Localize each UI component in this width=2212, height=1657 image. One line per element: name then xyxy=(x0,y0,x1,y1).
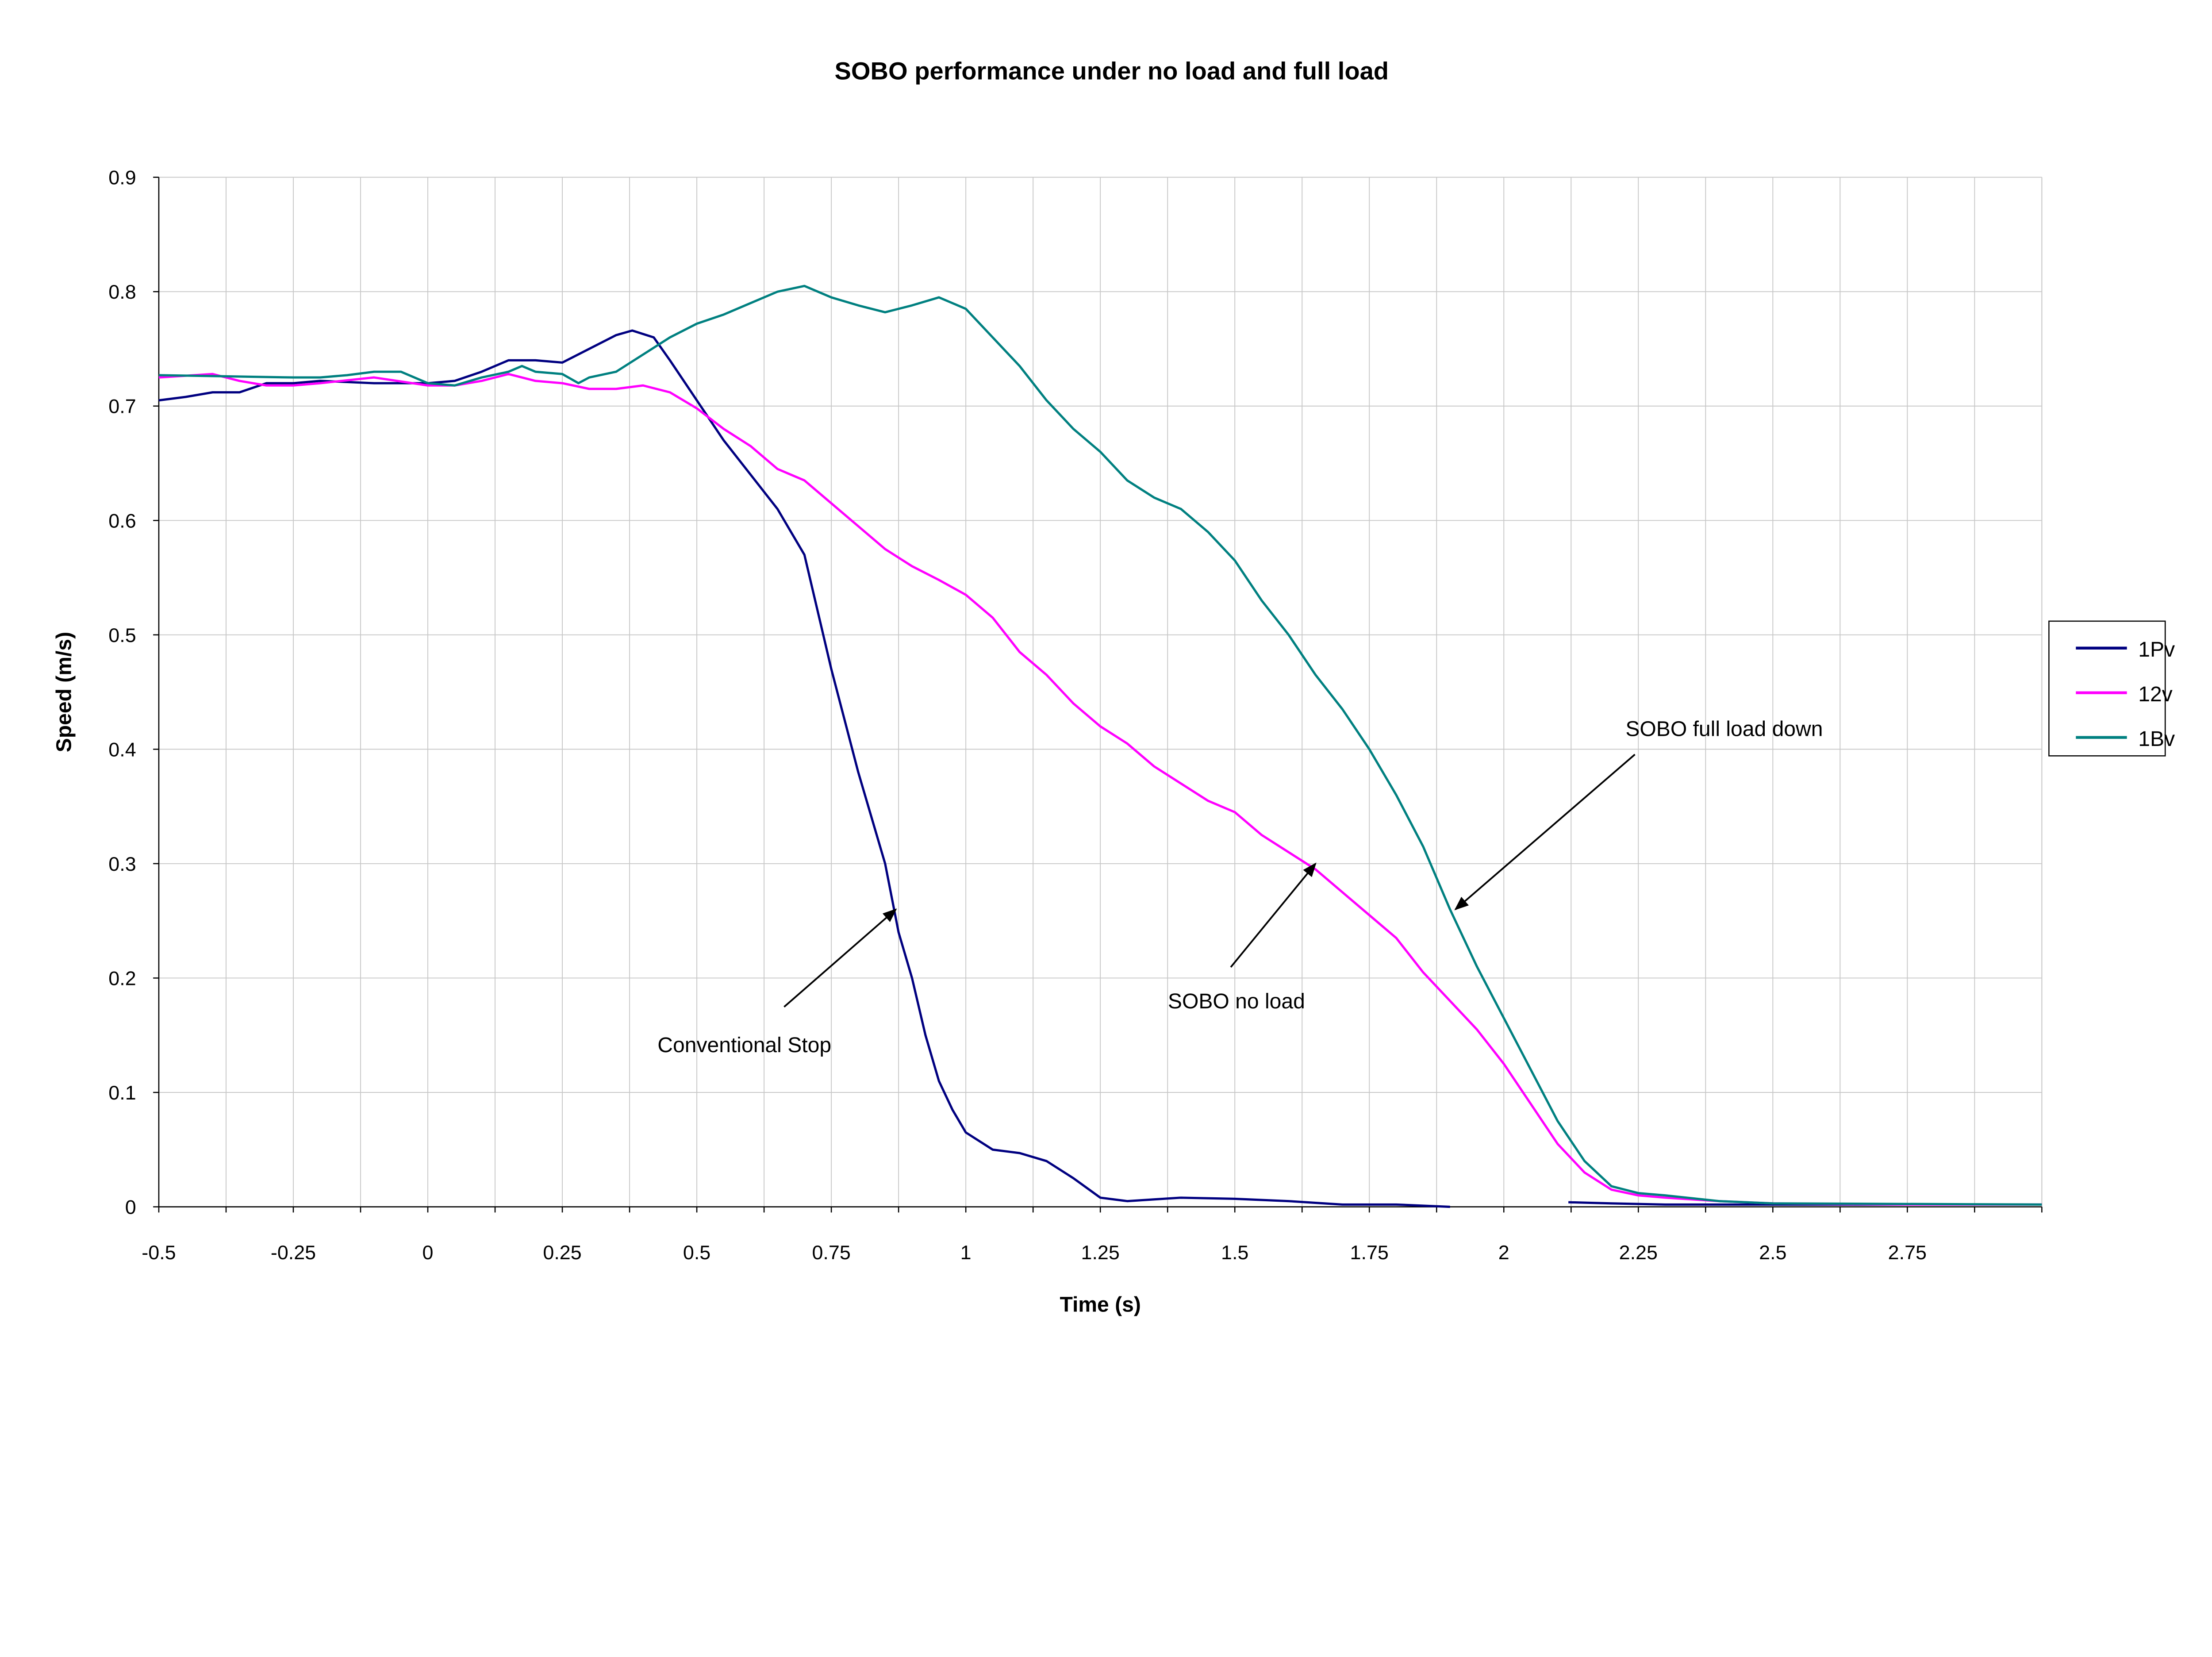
x-tick-label: 0.75 xyxy=(812,1241,850,1264)
series-line-1Bv xyxy=(158,284,2042,1206)
y-tick-label: 0.7 xyxy=(108,395,136,418)
x-tick-label: 2.5 xyxy=(1759,1241,1786,1264)
annotation-arrow xyxy=(1454,754,1636,911)
grid xyxy=(158,177,2043,1207)
x-tick-label: 1.75 xyxy=(1350,1241,1389,1264)
series-group xyxy=(158,284,2042,1208)
annotation-arrow xyxy=(783,908,897,1008)
annotation-sobo-full-load-down: SOBO full load down xyxy=(1625,717,1823,741)
y-axis: 0 0.1 0.2 0.3 0.4 0.5 0.6 0.7 0.8 0.9 xyxy=(108,166,160,1219)
y-tick-label: 0.4 xyxy=(108,738,136,761)
x-axis-label: Time (s) xyxy=(1060,1293,1141,1317)
x-tick-label: 1.5 xyxy=(1221,1241,1248,1264)
annotation-conventional-stop: Conventional Stop xyxy=(657,1033,831,1057)
series-line-12v xyxy=(158,373,2042,1206)
x-tick-label: 1.25 xyxy=(1081,1241,1120,1264)
x-axis: -0.5 -0.25 0 0.25 0.5 0.75 1 1.25 1.5 1.75 2 2.25 2.… xyxy=(142,1206,2043,1264)
y-axis-label: Speed (m/s) xyxy=(52,632,76,752)
y-tick-label: 0.5 xyxy=(108,624,136,646)
legend-label-1Pv: 1Pv xyxy=(2138,638,2175,661)
x-tick-label: 2 xyxy=(1498,1241,1509,1264)
x-tick-label: 0.25 xyxy=(543,1241,581,1264)
y-tick-label: 0.9 xyxy=(108,166,136,189)
y-tick-label: 0.8 xyxy=(108,281,136,303)
x-tick-label: 2.25 xyxy=(1619,1241,1658,1264)
legend-label-1Bv: 1Bv xyxy=(2138,727,2175,751)
legend: 1Pv 12v 1Bv xyxy=(2048,620,2175,757)
x-tick-label: -0.5 xyxy=(142,1241,176,1264)
x-tick-label: 0 xyxy=(422,1241,434,1264)
annotation-sobo-no-load: SOBO no load xyxy=(1168,989,1305,1013)
annotations: Conventional Stop SOBO no load SOBO full… xyxy=(657,717,1823,1057)
legend-box xyxy=(2048,620,2166,757)
x-tick-label: -0.25 xyxy=(271,1241,316,1264)
legend-label-12v: 12v xyxy=(2138,682,2172,706)
y-tick-label: 0.3 xyxy=(108,853,136,875)
y-tick-label: 0.6 xyxy=(108,509,136,532)
line-chart: SOBO performance under no load and full … xyxy=(52,57,2175,1317)
x-tick-label: 2.75 xyxy=(1888,1241,1927,1264)
annotation-arrow xyxy=(1230,862,1317,968)
y-tick-label: 0.1 xyxy=(108,1081,136,1104)
y-tick-label: 0.2 xyxy=(108,967,136,989)
y-tick-label: 0 xyxy=(125,1196,136,1219)
chart-title: SOBO performance under no load and full … xyxy=(835,57,1389,85)
x-tick-label: 0.5 xyxy=(683,1241,710,1264)
x-tick-label: 1 xyxy=(960,1241,972,1264)
